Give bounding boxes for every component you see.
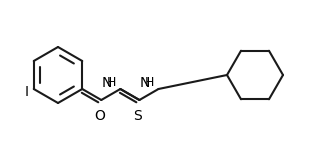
Text: S: S — [133, 109, 142, 123]
Text: N: N — [140, 76, 150, 90]
Text: H: H — [107, 76, 116, 88]
Text: O: O — [94, 109, 105, 123]
Text: N: N — [102, 76, 112, 90]
Text: H: H — [145, 76, 155, 88]
Text: I: I — [25, 85, 29, 99]
